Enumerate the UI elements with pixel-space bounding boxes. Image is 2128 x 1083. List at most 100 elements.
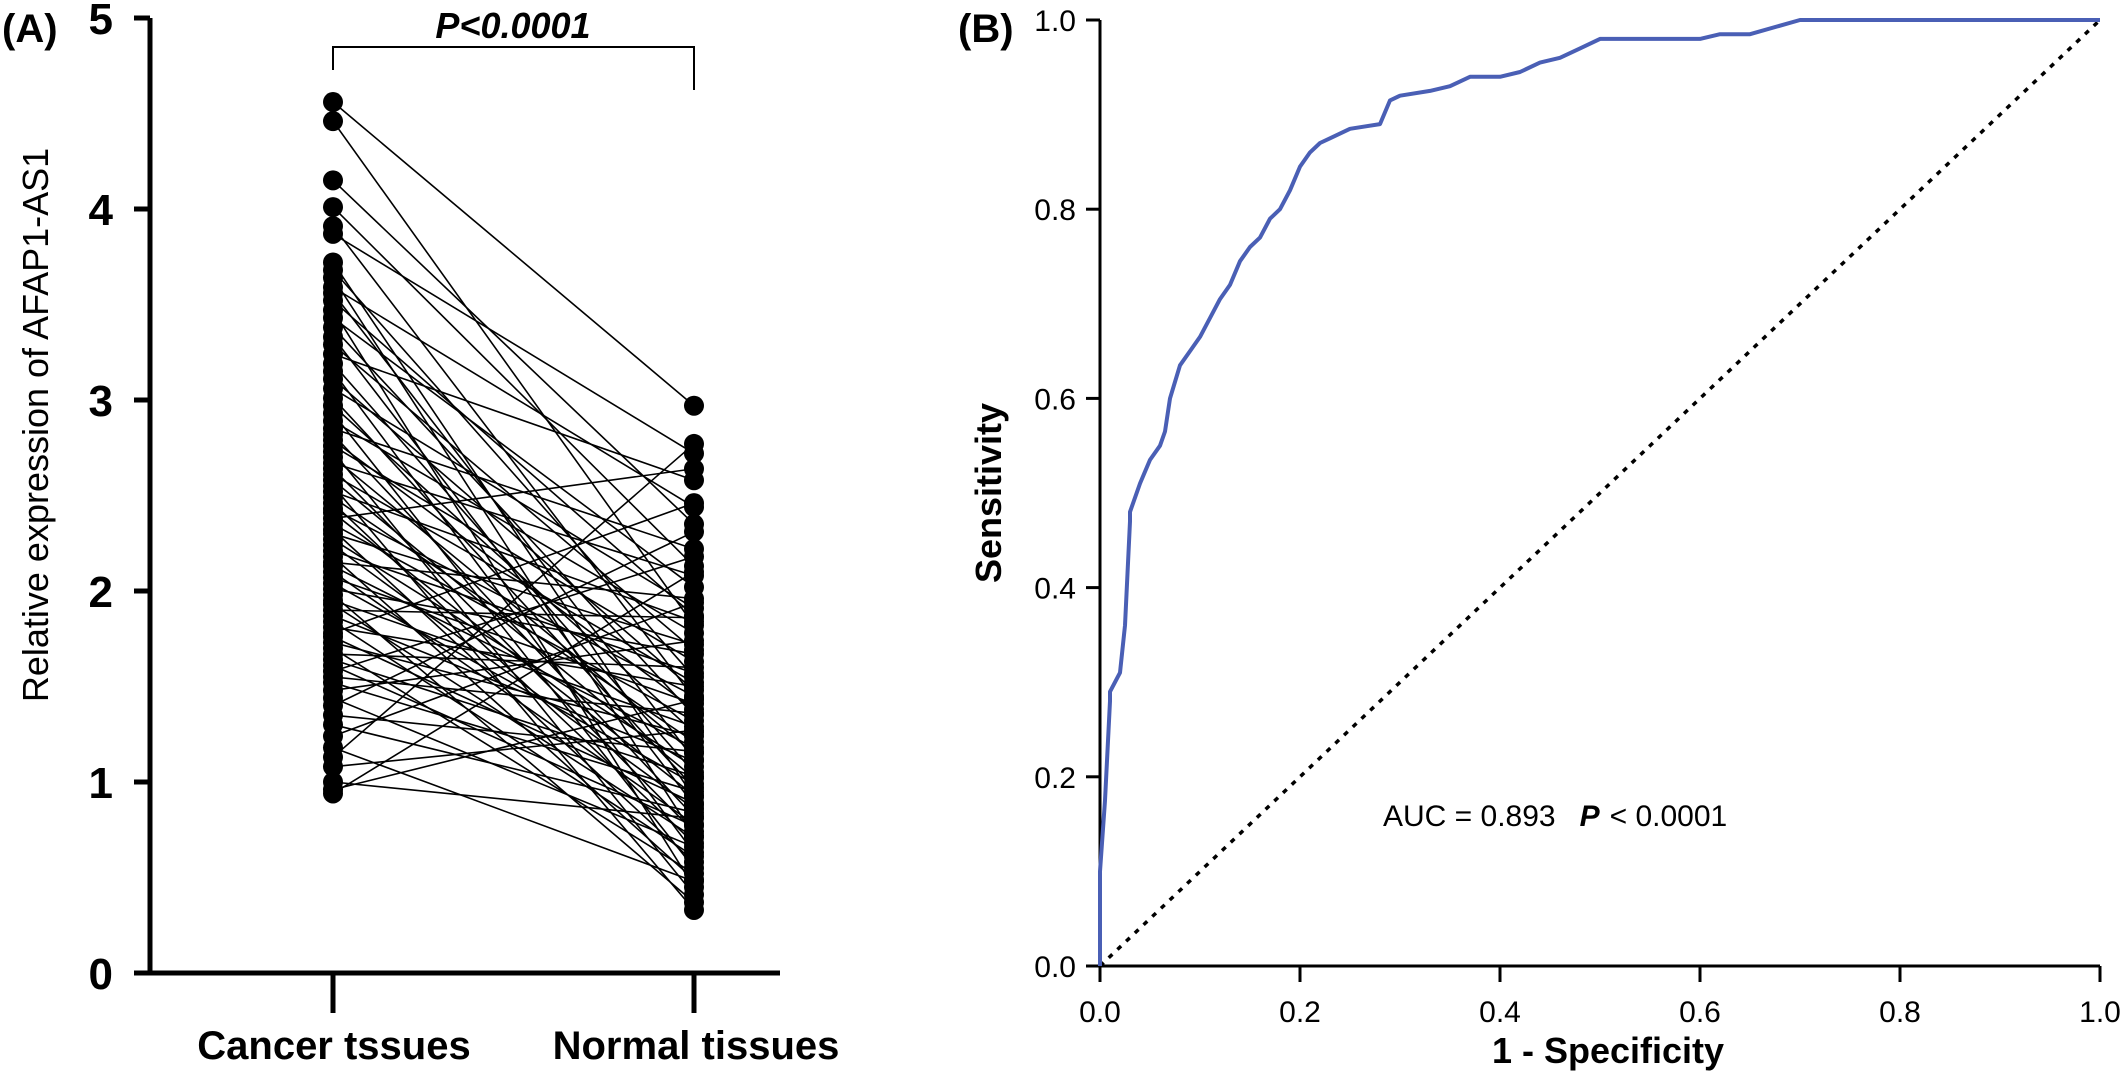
cancer-tissue-point: [323, 111, 343, 132]
pair-line: [332, 681, 695, 793]
panel-a-y-tick-label: 5: [89, 0, 113, 44]
normal-tissue-point: [684, 433, 704, 454]
panel-b-roc-curve: (B) 0.0 0.2 0.4 0.6 0.8 1.0 0.0 0.2 0.4 0.6 0.8 1.…: [958, 5, 2121, 1071]
pair-line: [332, 512, 695, 796]
panel-a-y-tick-label: 3: [89, 377, 113, 426]
normal-tissue-point: [684, 607, 704, 628]
pair-line: [332, 697, 695, 848]
normal-tissue-point: [684, 395, 704, 416]
panel-a-label: (A): [2, 7, 58, 51]
auc-value: AUC = 0.893: [1383, 800, 1556, 833]
pair-line: [332, 490, 695, 623]
normal-tissue-point: [684, 892, 704, 913]
pair-line: [332, 658, 695, 778]
panel-b-y-tick-label: 0.0: [1034, 951, 1076, 984]
auc-annotation: AUC = 0.893 P < 0.0001: [1383, 800, 1727, 833]
pair-line: [332, 636, 695, 804]
normal-tissue-point: [684, 720, 704, 741]
pair-line: [332, 317, 695, 588]
pair-line: [332, 262, 695, 798]
normal-tissue-point: [684, 521, 704, 542]
pair-line: [332, 676, 695, 715]
pair-line: [332, 746, 695, 883]
pair-line: [332, 378, 695, 691]
pair-line: [332, 473, 695, 684]
normal-tissue-point: [684, 808, 704, 829]
panel-b-x-ticks: 0.0 0.2 0.4 0.6 0.8 1.0: [1079, 966, 2121, 1029]
pair-line: [332, 336, 695, 806]
panel-b-x-tick-label: 0.6: [1679, 996, 1721, 1029]
panel-a-axes: [147, 18, 780, 976]
pair-line: [332, 456, 695, 754]
pair-line: [332, 620, 695, 858]
panel-a-y-ticks: 0 1 2 3 4 5: [89, 0, 150, 999]
panel-a-y-tick-label: 2: [89, 568, 113, 617]
auc-p-value: < 0.0001: [1610, 800, 1728, 833]
panel-b-label: (B): [958, 7, 1014, 51]
pair-line: [332, 653, 695, 669]
pair-line: [332, 397, 695, 789]
pair-dots: [323, 92, 704, 920]
pair-line: [332, 523, 695, 722]
panel-b-y-tick-label: 1.0: [1034, 5, 1076, 38]
panel-b-x-tick-label: 0.0: [1079, 996, 1121, 1029]
pair-line: [332, 723, 695, 814]
significance-label: P<0.0001: [435, 5, 590, 46]
panel-b-y-tick-label: 0.2: [1034, 762, 1076, 795]
pair-line: [332, 561, 695, 600]
normal-tissue-point: [684, 741, 704, 762]
panel-a-y-axis-label: Relative expression of AFAP1-AS1: [15, 148, 56, 702]
normal-tissue-point: [684, 781, 704, 802]
panel-b-x-tick-label: 0.4: [1479, 996, 1521, 1029]
cancer-tissue-point: [323, 223, 343, 244]
pair-line: [332, 420, 695, 634]
panel-a-y-tick-label: 1: [89, 759, 113, 808]
pair-line: [332, 300, 695, 617]
pair-line: [332, 529, 695, 863]
panel-b-y-tick-label: 0.8: [1034, 194, 1076, 227]
pair-line: [332, 641, 695, 737]
panel-b-y-ticks: 0.0 0.2 0.4 0.6 0.8 1.0: [1034, 5, 1100, 984]
roc-curve-line: [1098, 18, 2100, 966]
pair-line: [332, 647, 695, 875]
panel-a-y-tick-label: 0: [89, 950, 113, 999]
normal-tissue-point: [684, 458, 704, 479]
panel-b-y-tick-label: 0.4: [1034, 573, 1076, 606]
pair-line: [332, 225, 695, 699]
pair-line: [332, 532, 695, 646]
pair-line: [332, 664, 695, 827]
pair-line: [332, 538, 695, 768]
pair-line: [332, 531, 695, 707]
pair-line: [332, 639, 695, 692]
pair-line: [332, 626, 695, 688]
panel-b-y-axis-label: Sensitivity: [968, 403, 1009, 583]
pair-line: [332, 729, 695, 768]
normal-tissue-point: [684, 546, 704, 567]
pair-line: [332, 550, 695, 674]
normal-tissue-point: [684, 836, 704, 857]
panel-a-y-tick-label: 4: [89, 186, 114, 235]
pair-line: [332, 467, 695, 520]
pair-line: [332, 699, 695, 791]
pair-line: [332, 433, 695, 817]
pair-line: [332, 502, 695, 634]
cancer-tissue-point: [323, 197, 343, 218]
normal-tissue-point: [684, 592, 704, 613]
pair-line: [332, 576, 695, 705]
pair-line: [332, 571, 695, 795]
pair-line: [332, 387, 695, 609]
panel-a-x-ticks: Cancer tssues Normal tissues: [197, 975, 839, 1068]
normal-tissue-point: [684, 689, 704, 710]
panel-b-x-tick-label: 1.0: [2079, 996, 2121, 1029]
normal-tissue-point: [684, 561, 704, 582]
pair-line: [332, 326, 695, 716]
pair-line: [332, 544, 695, 810]
auc-p-symbol: P: [1580, 800, 1601, 833]
normal-tissue-point: [684, 766, 704, 787]
pair-line: [332, 443, 695, 758]
pair-line: [332, 101, 695, 407]
pair-line: [332, 353, 695, 481]
pair-line: [332, 555, 695, 672]
panel-b-y-tick-label: 0.6: [1034, 383, 1076, 416]
reference-diagonal-line: [1098, 18, 2102, 968]
